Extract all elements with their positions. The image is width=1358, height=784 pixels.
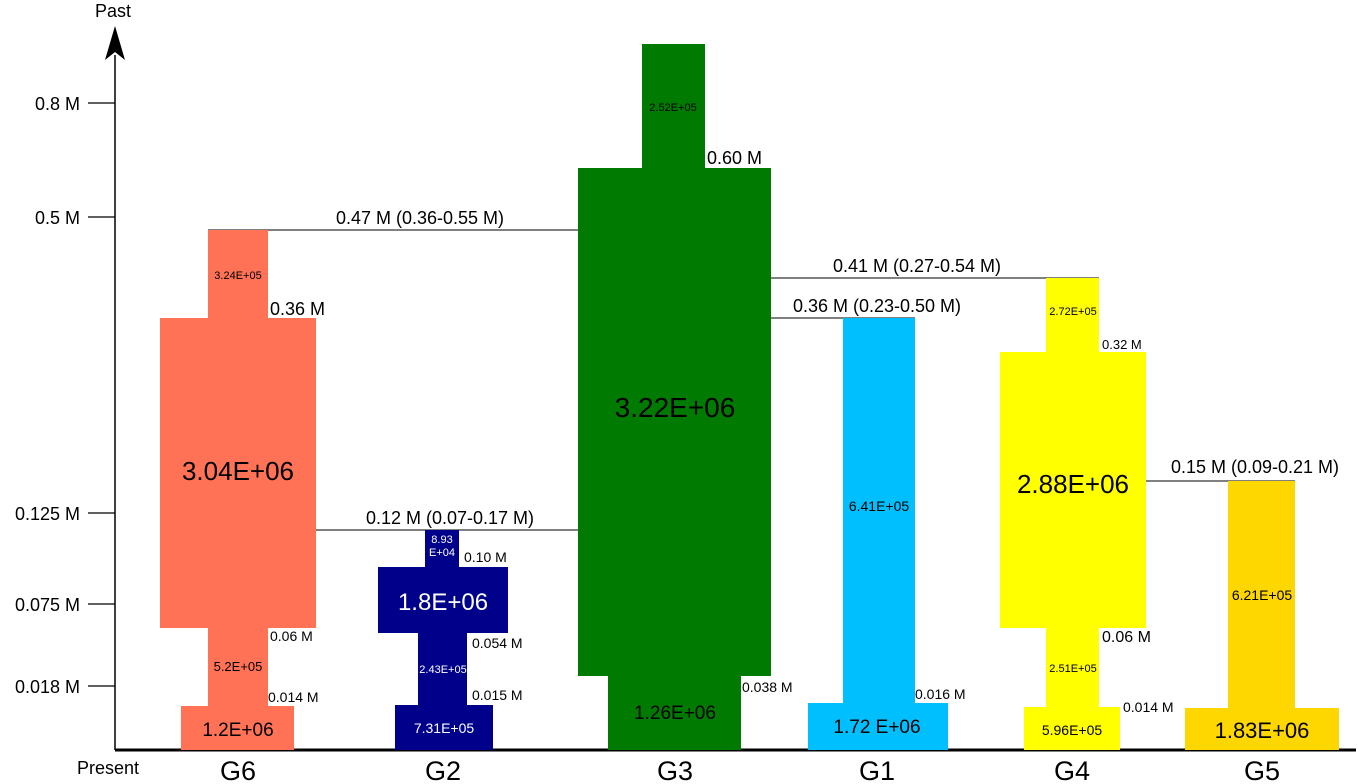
group-label: G6 bbox=[220, 756, 256, 784]
recent-size-label: 5.2E+05 bbox=[214, 659, 263, 674]
ancestral-size-label: 8.93 bbox=[431, 534, 452, 546]
current-size-label: 5.96E+05 bbox=[1042, 722, 1103, 738]
past-label: Past bbox=[95, 1, 131, 21]
ancestral-size-label: E+04 bbox=[429, 547, 455, 559]
population-shape bbox=[578, 44, 771, 750]
population-g6: 3.24E+05 3.04E+06 5.2E+05 1.2E+06 0.36 M… bbox=[160, 230, 325, 784]
main-size-label: 2.88E+06 bbox=[1017, 469, 1129, 499]
current-size-label: 7.31E+05 bbox=[414, 720, 475, 736]
population-shape bbox=[378, 530, 508, 750]
main-size-label: 1.8E+06 bbox=[398, 589, 488, 616]
time-label: 0.015 M bbox=[472, 687, 523, 703]
recent-size-label: 2.43E+05 bbox=[419, 664, 466, 676]
population-shape bbox=[1185, 481, 1339, 750]
current-size-label: 1.2E+06 bbox=[202, 720, 273, 741]
tick-label: 0.075 M bbox=[15, 595, 80, 615]
group-label: G4 bbox=[1054, 756, 1090, 784]
time-label: 0.016 M bbox=[915, 686, 966, 702]
split-lines: 0.47 M (0.36-0.55 M) 0.12 M (0.07-0.17 M… bbox=[208, 208, 1339, 531]
main-size-label: 3.04E+06 bbox=[182, 456, 294, 486]
present-label: Present bbox=[77, 758, 139, 778]
group-label: G2 bbox=[425, 756, 461, 784]
main-size-label: 3.22E+06 bbox=[615, 392, 736, 423]
group-label: G5 bbox=[1244, 756, 1280, 784]
ancestral-size-label: 2.52E+05 bbox=[649, 102, 696, 114]
time-label: 0.06 M bbox=[1102, 629, 1151, 646]
split-label: 0.47 M (0.36-0.55 M) bbox=[336, 208, 504, 228]
tick-label: 0.8 M bbox=[35, 94, 80, 114]
ancestral-size-label: 2.72E+05 bbox=[1049, 306, 1096, 318]
population-shape bbox=[160, 230, 316, 750]
recent-size-label: 2.51E+05 bbox=[1049, 663, 1096, 675]
split-label: 0.12 M (0.07-0.17 M) bbox=[366, 508, 534, 528]
group-label: G3 bbox=[657, 756, 693, 784]
population-g2: 8.93 E+04 1.8E+06 2.43E+05 7.31E+05 0.10… bbox=[378, 530, 523, 784]
past-arrow-icon bbox=[105, 26, 125, 60]
current-size-label: 1.26E+06 bbox=[634, 703, 716, 724]
population-g5: 6.21E+05 1.83E+06 G5 bbox=[1185, 481, 1339, 784]
split-label: 0.41 M (0.27-0.54 M) bbox=[833, 256, 1001, 276]
main-size-label: 6.21E+05 bbox=[1232, 587, 1293, 603]
time-label: 0.014 M bbox=[268, 689, 319, 705]
split-label: 0.36 M (0.23-0.50 M) bbox=[793, 296, 961, 316]
current-size-label: 1.83E+06 bbox=[1215, 718, 1310, 743]
time-label: 0.36 M bbox=[270, 299, 325, 319]
time-label: 0.014 M bbox=[1123, 699, 1174, 715]
population-g4: 2.72E+05 2.88E+06 2.51E+05 5.96E+05 0.32… bbox=[1000, 278, 1174, 784]
population-g3: 2.52E+05 3.22E+06 1.26E+06 0.60 M 0.038 … bbox=[578, 44, 793, 784]
time-label: 0.60 M bbox=[707, 148, 762, 168]
tick-label: 0.125 M bbox=[15, 504, 80, 524]
time-label: 0.054 M bbox=[472, 635, 523, 651]
population-g1: 6.41E+05 1.72 E+06 0.016 M G1 bbox=[808, 318, 966, 784]
tick-label: 0.5 M bbox=[35, 208, 80, 228]
current-size-label: 1.72 E+06 bbox=[833, 717, 920, 738]
time-label: 0.038 M bbox=[742, 679, 793, 695]
time-label: 0.10 M bbox=[464, 549, 507, 565]
population-shape bbox=[1000, 278, 1146, 750]
main-size-label: 6.41E+05 bbox=[849, 498, 910, 514]
split-label: 0.15 M (0.09-0.21 M) bbox=[1171, 457, 1339, 477]
ancestral-size-label: 3.24E+05 bbox=[214, 270, 261, 282]
time-label: 0.06 M bbox=[270, 628, 313, 644]
time-label: 0.32 M bbox=[1102, 337, 1142, 352]
tick-label: 0.018 M bbox=[15, 677, 80, 697]
group-label: G1 bbox=[859, 756, 895, 784]
population-shape bbox=[808, 318, 948, 750]
